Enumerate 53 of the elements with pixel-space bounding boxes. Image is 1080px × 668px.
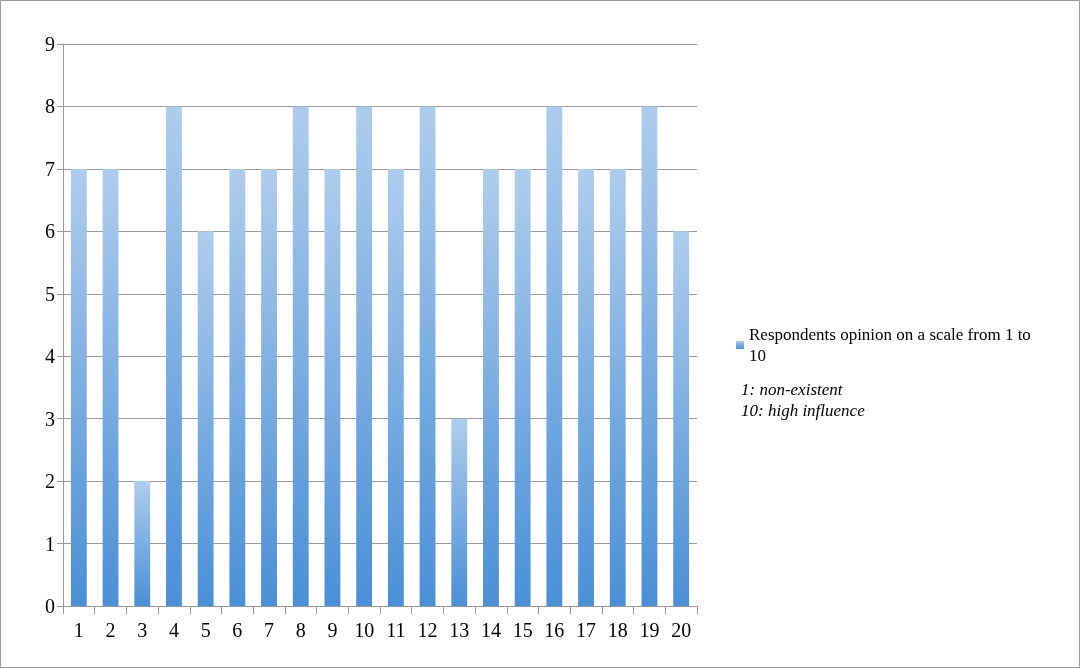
x-tick-label: 5	[200, 619, 211, 641]
x-tick-label: 1	[73, 619, 84, 641]
x-tick-label: 3	[137, 619, 148, 641]
x-tick-label: 11	[386, 619, 406, 641]
y-tick-label: 8	[45, 95, 55, 118]
text: 10: high influence	[741, 401, 866, 420]
bar	[673, 231, 690, 606]
bar	[514, 168, 531, 606]
bar	[641, 106, 658, 606]
x-tick-label: 6	[232, 619, 243, 641]
x-tick-label: 12	[417, 619, 438, 641]
bar	[134, 481, 151, 606]
bar	[292, 106, 309, 606]
bar	[102, 168, 119, 606]
text: 1: non-existent	[741, 380, 844, 399]
bar	[324, 168, 341, 606]
bar	[166, 106, 182, 606]
y-tick-label: 4	[45, 345, 55, 368]
x-tick-label: 9	[327, 619, 338, 641]
y-tick-label: 6	[45, 220, 55, 243]
x-tick-label: 20	[671, 619, 692, 641]
x-tick-label: 19	[639, 619, 660, 641]
x-tick-label: 2	[105, 619, 116, 641]
y-tick-label: 7	[45, 157, 55, 180]
bar	[483, 168, 499, 606]
bar	[451, 418, 468, 606]
x-tick-label: 15	[512, 619, 533, 641]
bar	[609, 168, 626, 606]
x-tick-label: 4	[168, 619, 179, 641]
bar	[356, 106, 373, 606]
y-tick-label: 0	[45, 595, 55, 617]
x-tick-label: 7	[264, 619, 275, 641]
bar	[546, 106, 563, 606]
y-tick-label: 5	[45, 282, 55, 305]
x-tick-label: 17	[576, 619, 597, 641]
y-tick-label: 3	[45, 407, 55, 430]
x-tick-label: 8	[295, 619, 306, 641]
bar	[419, 106, 436, 606]
bar	[70, 168, 87, 606]
x-tick-label: 13	[449, 619, 470, 641]
x-tick-label: 18	[607, 619, 628, 641]
bar	[229, 168, 246, 606]
bar	[387, 168, 404, 606]
bar	[197, 231, 214, 606]
x-tick-label: 10	[354, 619, 375, 641]
x-tick-label: 16	[544, 619, 565, 641]
bar	[261, 168, 277, 606]
y-tick-label: 1	[45, 532, 55, 555]
bar	[578, 168, 594, 606]
y-tick-label: 2	[45, 470, 55, 493]
y-tick-label: 9	[45, 33, 55, 55]
x-tick-label: 14	[480, 619, 501, 641]
legend-label: Respondents opinion on a scale from 1 to 10	[749, 325, 1036, 365]
